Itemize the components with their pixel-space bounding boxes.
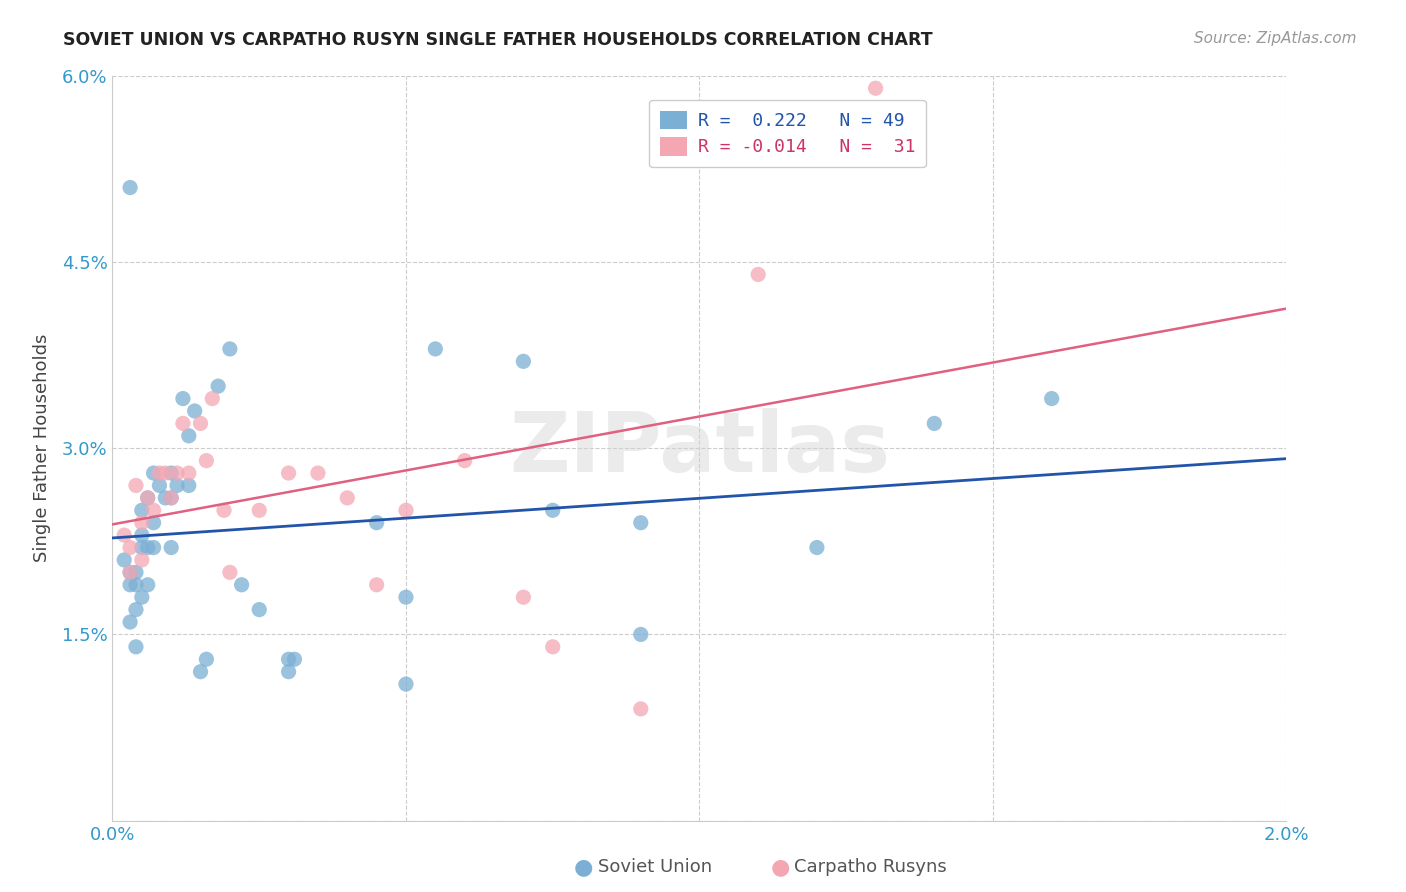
Point bbox=[190, 417, 212, 431]
Point bbox=[112, 553, 135, 567]
Point bbox=[136, 578, 159, 592]
Point bbox=[125, 578, 148, 592]
Text: ●: ● bbox=[574, 857, 593, 877]
Point bbox=[201, 392, 224, 406]
Point bbox=[806, 541, 828, 555]
Point bbox=[512, 354, 534, 368]
Point bbox=[131, 541, 153, 555]
Point bbox=[136, 491, 159, 505]
Point bbox=[166, 478, 188, 492]
Point bbox=[160, 491, 183, 505]
Point bbox=[125, 640, 148, 654]
Point bbox=[125, 566, 148, 580]
Point bbox=[207, 379, 229, 393]
Point bbox=[131, 528, 153, 542]
Point bbox=[219, 566, 242, 580]
Point bbox=[131, 516, 153, 530]
Point bbox=[425, 342, 447, 356]
Point bbox=[120, 578, 142, 592]
Point bbox=[125, 602, 148, 616]
Point bbox=[177, 429, 200, 443]
Text: Carpatho Rusyns: Carpatho Rusyns bbox=[794, 858, 948, 876]
Point bbox=[247, 503, 270, 517]
Text: ZIPatlas: ZIPatlas bbox=[509, 408, 890, 489]
Point bbox=[747, 268, 769, 282]
Point bbox=[630, 516, 652, 530]
Point bbox=[395, 677, 418, 691]
Point bbox=[277, 466, 299, 480]
Point bbox=[195, 652, 218, 666]
Point bbox=[148, 478, 170, 492]
Point bbox=[155, 491, 177, 505]
Point bbox=[283, 652, 305, 666]
Point bbox=[131, 503, 153, 517]
Point bbox=[336, 491, 359, 505]
Point bbox=[219, 342, 242, 356]
Point bbox=[120, 566, 142, 580]
Point bbox=[125, 478, 148, 492]
Point bbox=[177, 466, 200, 480]
Point bbox=[630, 627, 652, 641]
Point bbox=[112, 528, 135, 542]
Point bbox=[142, 503, 165, 517]
Point bbox=[395, 503, 418, 517]
Point bbox=[142, 541, 165, 555]
Point bbox=[183, 404, 205, 418]
Text: ●: ● bbox=[770, 857, 790, 877]
Point bbox=[172, 392, 194, 406]
Point bbox=[277, 665, 299, 679]
Legend: R =  0.222   N = 49, R = -0.014   N =  31: R = 0.222 N = 49, R = -0.014 N = 31 bbox=[650, 100, 927, 168]
Point bbox=[160, 491, 183, 505]
Point bbox=[231, 578, 253, 592]
Point bbox=[1040, 392, 1063, 406]
Text: Source: ZipAtlas.com: Source: ZipAtlas.com bbox=[1194, 31, 1357, 46]
Y-axis label: Single Father Households: Single Father Households bbox=[32, 334, 51, 563]
Point bbox=[307, 466, 329, 480]
Point bbox=[120, 541, 142, 555]
Point bbox=[195, 453, 218, 467]
Point bbox=[541, 640, 564, 654]
Point bbox=[212, 503, 235, 517]
Point bbox=[454, 453, 477, 467]
Text: SOVIET UNION VS CARPATHO RUSYN SINGLE FATHER HOUSEHOLDS CORRELATION CHART: SOVIET UNION VS CARPATHO RUSYN SINGLE FA… bbox=[63, 31, 934, 49]
Point bbox=[120, 615, 142, 629]
Point bbox=[160, 541, 183, 555]
Point bbox=[120, 566, 142, 580]
Point bbox=[142, 516, 165, 530]
Point bbox=[512, 591, 534, 605]
Point bbox=[395, 591, 418, 605]
Point bbox=[924, 417, 946, 431]
Point bbox=[177, 478, 200, 492]
Point bbox=[190, 665, 212, 679]
Point bbox=[131, 591, 153, 605]
Point bbox=[366, 516, 388, 530]
Point bbox=[148, 466, 170, 480]
Point bbox=[155, 466, 177, 480]
Point bbox=[142, 466, 165, 480]
Point bbox=[247, 602, 270, 616]
Point bbox=[865, 81, 887, 95]
Point bbox=[366, 578, 388, 592]
Point bbox=[160, 466, 183, 480]
Point bbox=[131, 553, 153, 567]
Point bbox=[166, 466, 188, 480]
Point bbox=[120, 180, 142, 194]
Point bbox=[277, 652, 299, 666]
Point bbox=[541, 503, 564, 517]
Point bbox=[172, 417, 194, 431]
Point bbox=[136, 491, 159, 505]
Text: Soviet Union: Soviet Union bbox=[598, 858, 711, 876]
Point bbox=[136, 541, 159, 555]
Point bbox=[630, 702, 652, 716]
